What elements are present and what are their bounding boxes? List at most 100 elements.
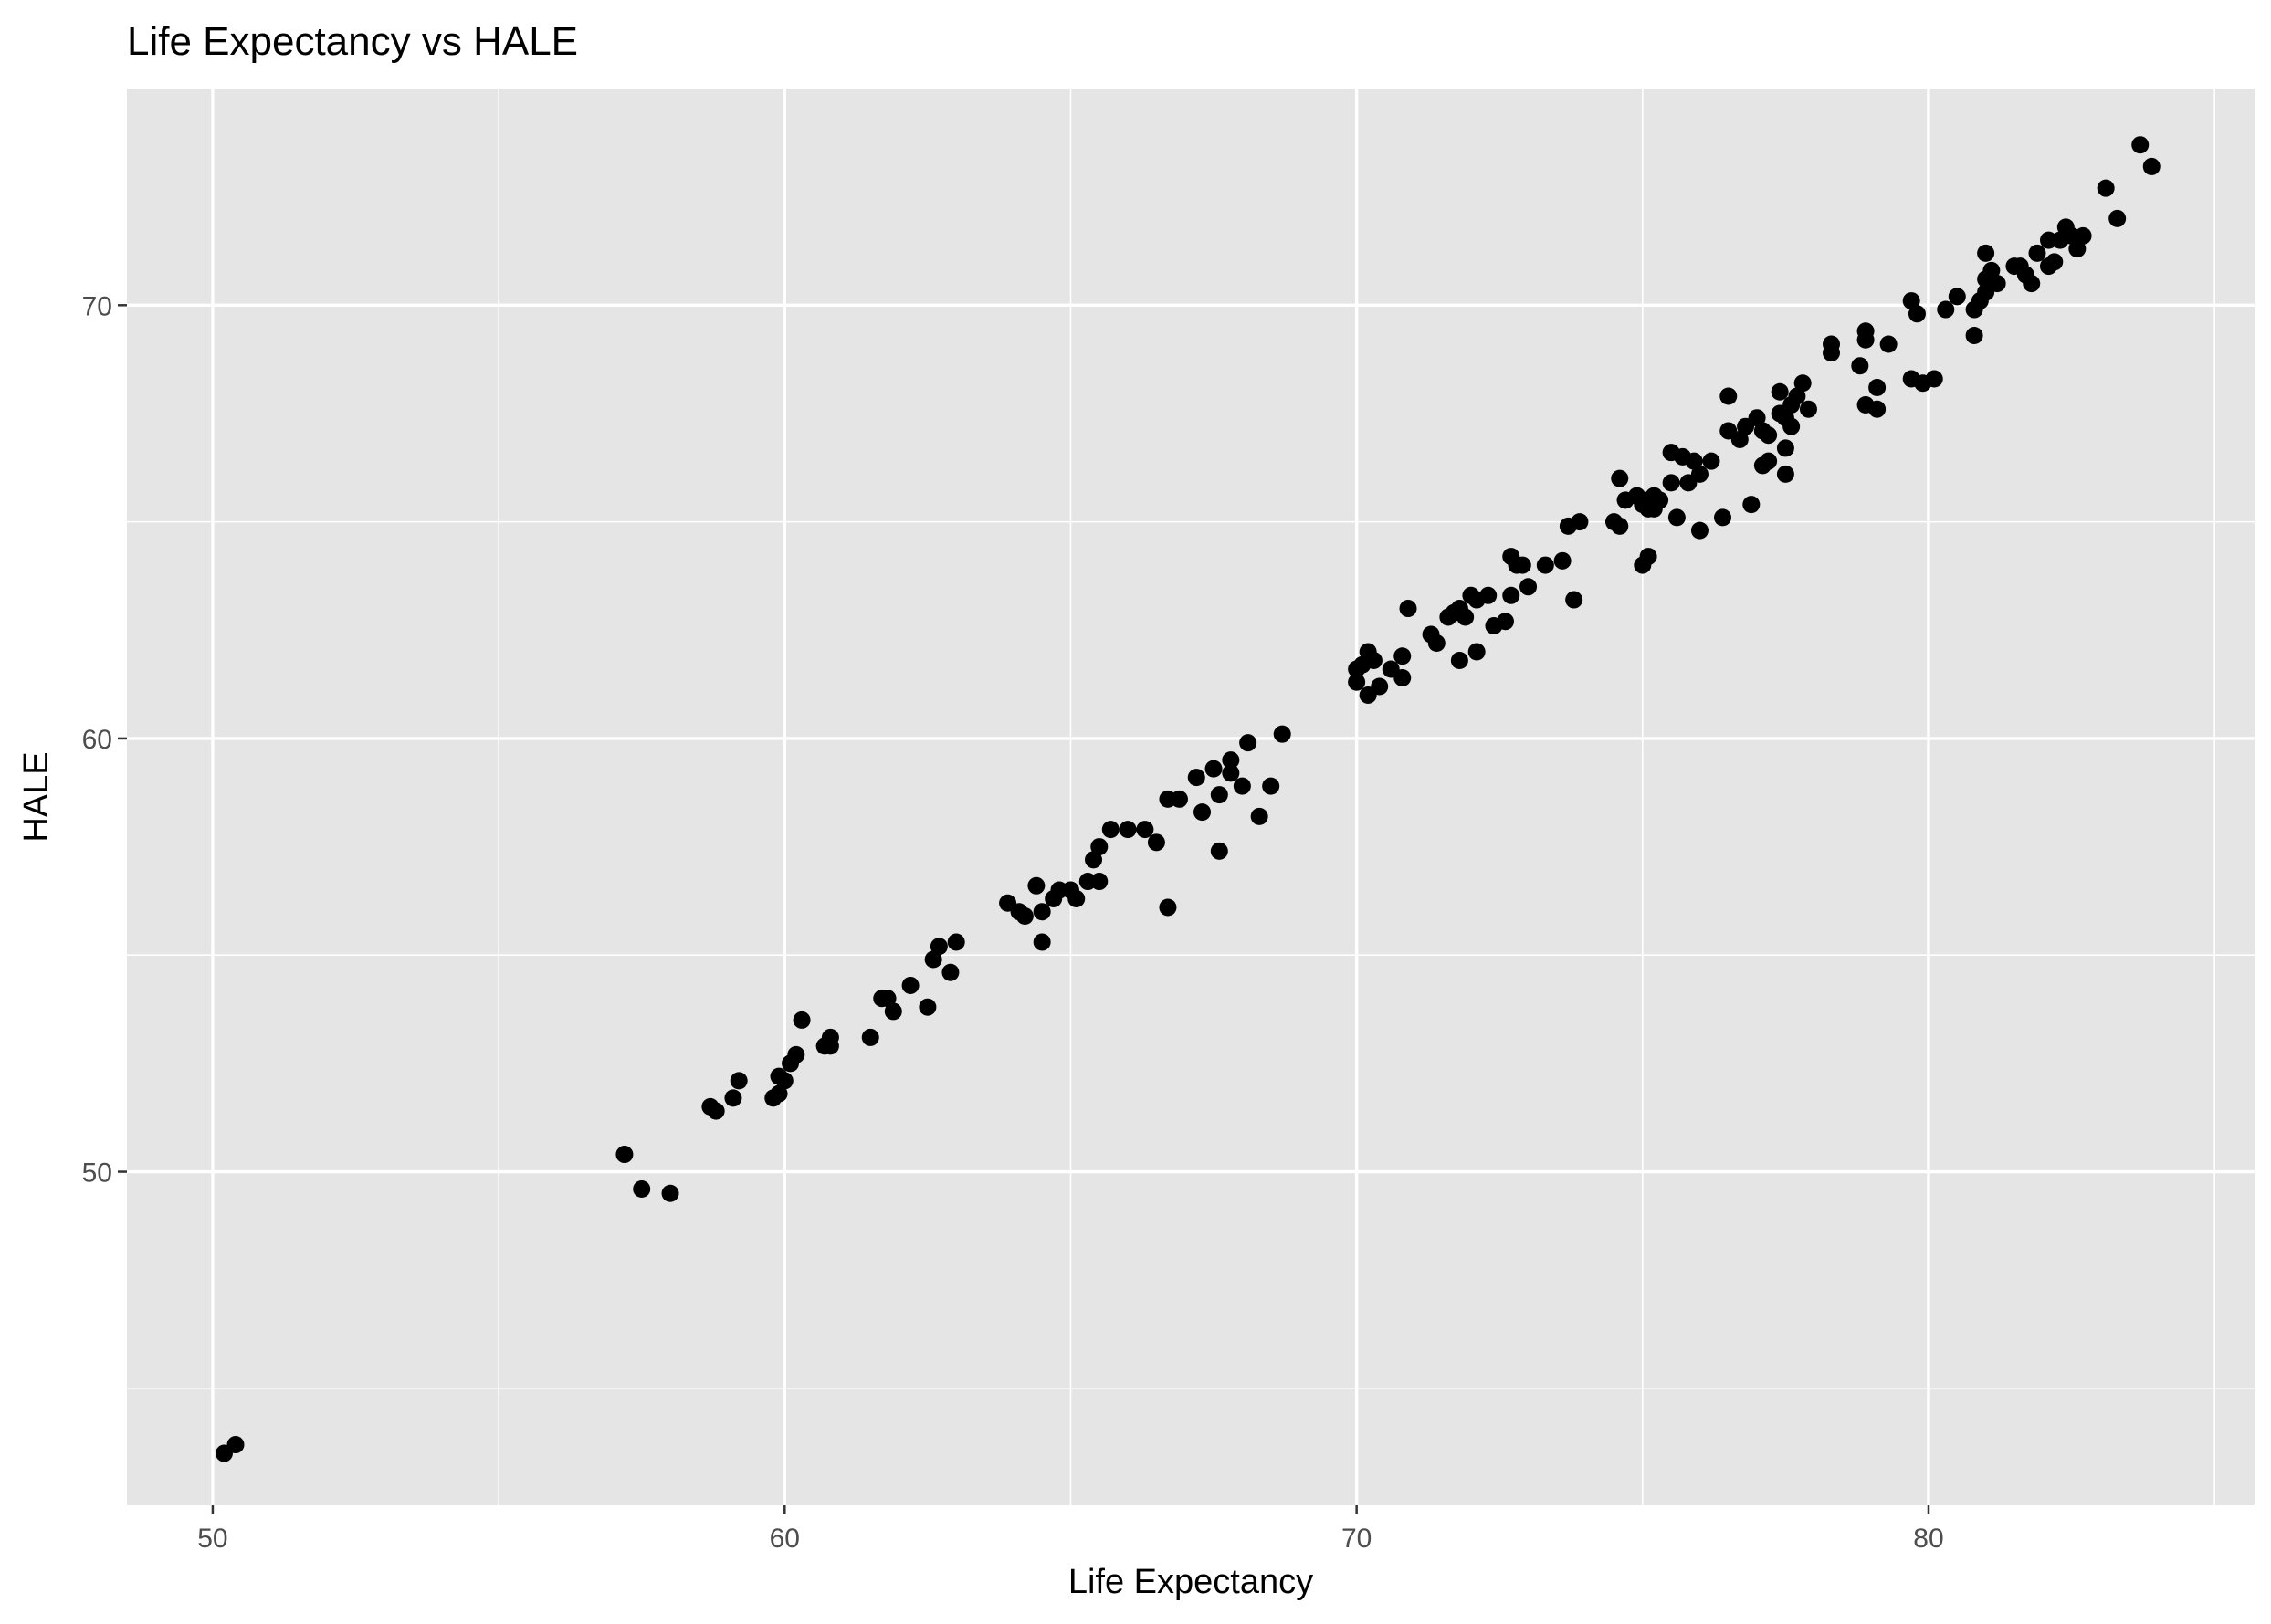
data-point: [1170, 790, 1188, 808]
data-point: [1273, 725, 1291, 743]
y-tick-label: 50: [82, 1158, 112, 1189]
data-point: [1611, 517, 1629, 535]
data-point: [2097, 179, 2115, 197]
data-point: [1364, 651, 1383, 669]
data-point: [1868, 378, 1887, 396]
data-point: [2131, 136, 2150, 154]
data-point: [884, 1002, 902, 1021]
minor-gridlines: [127, 89, 2255, 1505]
data-point: [1776, 439, 1794, 457]
data-point: [1427, 634, 1446, 653]
data-point: [1536, 556, 1554, 574]
data-point: [930, 938, 948, 956]
x-tick-label: 70: [1341, 1524, 1372, 1554]
data-point: [2108, 209, 2127, 227]
data-point: [1147, 833, 1165, 852]
data-point: [1393, 668, 1412, 686]
data-point: [1965, 327, 1983, 345]
data-point: [787, 1045, 805, 1063]
data-point: [1033, 903, 1051, 921]
data-point: [1948, 288, 1966, 306]
data-point: [1571, 513, 1589, 531]
data-point: [1651, 491, 1669, 509]
y-tick-label: 70: [82, 291, 112, 321]
data-point: [1101, 821, 1120, 839]
data-point: [1090, 873, 1109, 891]
data-point: [941, 963, 960, 981]
data-point: [1782, 417, 1801, 435]
data-point: [1553, 551, 1572, 570]
data-points: [215, 136, 2161, 1462]
data-point: [1793, 374, 1812, 393]
data-point: [1193, 803, 1212, 822]
data-point: [878, 990, 897, 1008]
data-point: [947, 933, 965, 951]
data-point: [1479, 586, 1498, 604]
data-point: [1222, 751, 1240, 770]
data-point: [793, 1011, 811, 1029]
x-tick-label: 60: [770, 1524, 800, 1554]
data-point: [1393, 647, 1412, 665]
data-point: [1611, 469, 1629, 487]
data-point: [1788, 387, 1806, 405]
data-point: [724, 1089, 742, 1107]
y-axis-title: HALE: [17, 751, 56, 842]
data-point: [1982, 261, 2001, 279]
data-point: [1187, 769, 1205, 787]
data-point: [1760, 452, 1778, 470]
data-point: [1667, 508, 1686, 527]
data-point: [1371, 677, 1389, 696]
data-point: [924, 950, 942, 969]
data-point: [1399, 600, 1417, 618]
data-point: [775, 1072, 794, 1090]
data-point: [1502, 586, 1520, 604]
data-point: [1776, 465, 1794, 483]
data-point: [861, 1028, 879, 1046]
data-point: [1823, 335, 1841, 353]
data-point: [1937, 300, 1955, 319]
data-point: [615, 1146, 634, 1164]
data-point: [1210, 786, 1228, 804]
data-point: [1456, 608, 1475, 626]
y-tick-label: 60: [82, 725, 112, 755]
data-point: [1519, 578, 1538, 596]
data-point: [1690, 465, 1709, 483]
data-point: [661, 1184, 679, 1202]
data-point: [707, 1102, 725, 1120]
data-point: [1015, 907, 1034, 926]
data-point: [226, 1436, 245, 1454]
data-point: [1719, 387, 1738, 405]
x-tick-label: 50: [197, 1524, 227, 1554]
data-point: [1879, 335, 1898, 353]
data-point: [1868, 400, 1887, 418]
data-point: [2074, 226, 2092, 245]
data-point: [1067, 890, 1086, 908]
data-point: [1639, 548, 1657, 566]
data-point: [1771, 382, 1789, 401]
x-axis-title: Life Expectancy: [1068, 1563, 1313, 1601]
data-point: [1204, 760, 1223, 778]
data-point: [1119, 821, 1137, 839]
data-point: [1662, 474, 1680, 492]
data-point: [1233, 777, 1251, 795]
data-point: [1799, 400, 1817, 418]
data-point: [1730, 430, 1749, 448]
data-point: [1210, 842, 1228, 860]
data-point: [1565, 591, 1583, 609]
data-point: [1702, 452, 1720, 470]
data-point: [1748, 409, 1766, 427]
data-point: [1908, 305, 1926, 323]
data-point: [2142, 157, 2161, 175]
data-point: [1760, 426, 1778, 445]
data-point: [1851, 357, 1869, 375]
data-point: [1690, 521, 1709, 540]
data-point: [1742, 496, 1761, 514]
data-point: [1977, 244, 1995, 262]
data-point: [1250, 807, 1268, 825]
data-point: [1348, 673, 1366, 691]
data-point: [633, 1180, 651, 1199]
data-point: [1136, 821, 1154, 839]
data-point: [1925, 370, 1943, 388]
data-point: [770, 1084, 788, 1103]
